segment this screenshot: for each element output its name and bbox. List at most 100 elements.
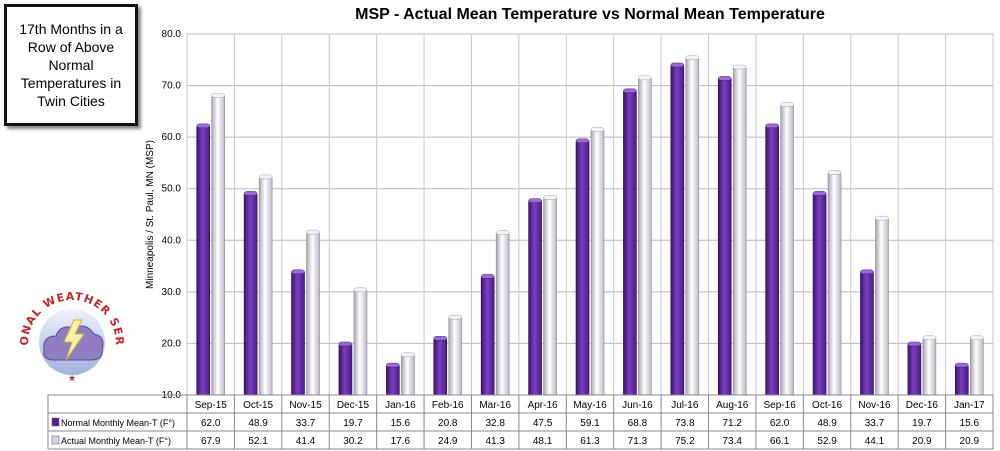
actual-bar [685,58,700,396]
data-label: 48.1 [533,436,553,447]
normal-bar-cap [528,198,542,203]
normal-bar [860,272,874,396]
data-label: 33.7 [296,418,316,429]
normal-bar [907,344,922,396]
data-label: 19.7 [912,418,932,429]
x-tick-label: Nov-16 [858,400,891,411]
data-label: 52.9 [817,436,837,447]
normal-bar [812,194,827,396]
actual-bar [732,67,747,396]
actual-bar [780,105,794,396]
actual-bar [969,338,984,396]
actual-bar [827,173,842,396]
data-label: 62.0 [201,418,221,429]
normal-bar-cap [670,62,685,68]
actual-bar-cap [827,170,842,175]
data-label: 48.9 [248,418,268,429]
actual-bar-cap [401,352,415,358]
x-tick-label: Apr-16 [528,400,558,411]
annotation-callout: 17th Months in a Row of Above Normal Tem… [4,4,138,126]
actual-bar-cap [543,195,557,200]
normal-bar [528,201,542,396]
actual-bar-cap [922,335,937,340]
actual-bar-cap [306,229,320,235]
x-tick-label: Jun-16 [622,400,653,411]
normal-bar-cap [243,191,258,196]
actual-bar [543,198,557,396]
x-tick-label: Mar-16 [479,400,511,411]
data-label: 59.1 [580,418,600,429]
normal-bar [480,277,495,396]
data-label: 62.0 [770,418,790,429]
actual-bar-cap [495,230,510,235]
legend-entry: Normal Monthly Mean-T (F°) [61,418,175,428]
actual-bar [306,232,320,396]
data-label: 71.2 [723,418,743,429]
data-label: 71.3 [628,436,648,447]
data-label: 33.7 [865,418,885,429]
actual-bar-cap [780,102,794,107]
normal-bar-cap [480,274,495,279]
x-tick-label: Oct-16 [812,400,842,411]
normal-bar-cap [860,269,874,274]
actual-bar-cap [970,335,984,340]
data-label: 20.9 [912,436,932,447]
x-tick-label: Jul-16 [671,400,699,411]
data-label: 32.8 [485,418,505,429]
callout-text: 17th Months in a Row of Above Normal Tem… [19,21,123,109]
x-tick-label: May-16 [573,400,607,411]
normal-bar [623,91,637,396]
data-label: 73.4 [723,436,743,447]
data-label: 44.1 [865,436,885,447]
normal-bar [575,141,590,396]
actual-bar-cap [211,93,225,98]
normal-bar-cap [575,138,590,143]
x-tick-label: Sep-16 [764,400,797,411]
data-label: 73.8 [675,418,695,429]
actual-bar-cap [448,314,462,320]
data-label: 61.3 [580,436,600,447]
legend-swatch [51,435,60,445]
x-tick-label: Jan-17 [954,400,985,411]
normal-bar-cap [623,88,637,93]
normal-bar-cap [338,341,353,347]
data-label: 48.9 [817,418,837,429]
data-table [47,394,994,450]
plot-area [186,33,994,396]
actual-bar [495,233,510,396]
actual-bar-cap [258,174,273,180]
nws-logo-icon: NATIONAL WEATHER SERVICE ★ [14,286,125,383]
normal-bar-cap [386,362,400,368]
actual-bar [211,96,226,396]
chart-title: MSP - Actual Mean Temperature vs Normal … [355,6,825,23]
normal-bar [717,79,732,396]
actual-bar [353,290,368,396]
actual-bar-cap [638,75,652,81]
x-tick-label: Dec-15 [337,400,370,411]
data-label: 20.8 [438,418,458,429]
y-tick-label: 80.0 [162,29,182,40]
x-tick-label: Dec-16 [906,400,939,411]
x-tick-label: Feb-16 [432,400,464,411]
legend-swatch [51,417,60,427]
normal-bar [243,194,258,396]
y-tick-label: 40.0 [162,235,182,246]
data-label: 41.3 [485,436,505,447]
data-label: 20.9 [960,436,980,447]
normal-bar [433,339,448,396]
x-tick-label: Jan-16 [385,400,416,411]
normal-bar [291,272,305,396]
actual-bar [258,177,273,396]
actual-bar-cap [875,215,889,221]
svg-text:★: ★ [68,373,76,383]
data-label: 67.9 [201,436,221,447]
actual-bar [875,218,889,396]
normal-bar-cap [196,123,210,129]
actual-bar [638,78,652,396]
y-tick-label: 70.0 [162,81,182,92]
normal-bar-cap [907,341,922,347]
data-label: 15.6 [960,418,980,429]
data-label: 15.6 [391,418,411,429]
normal-bar-cap [433,336,447,341]
